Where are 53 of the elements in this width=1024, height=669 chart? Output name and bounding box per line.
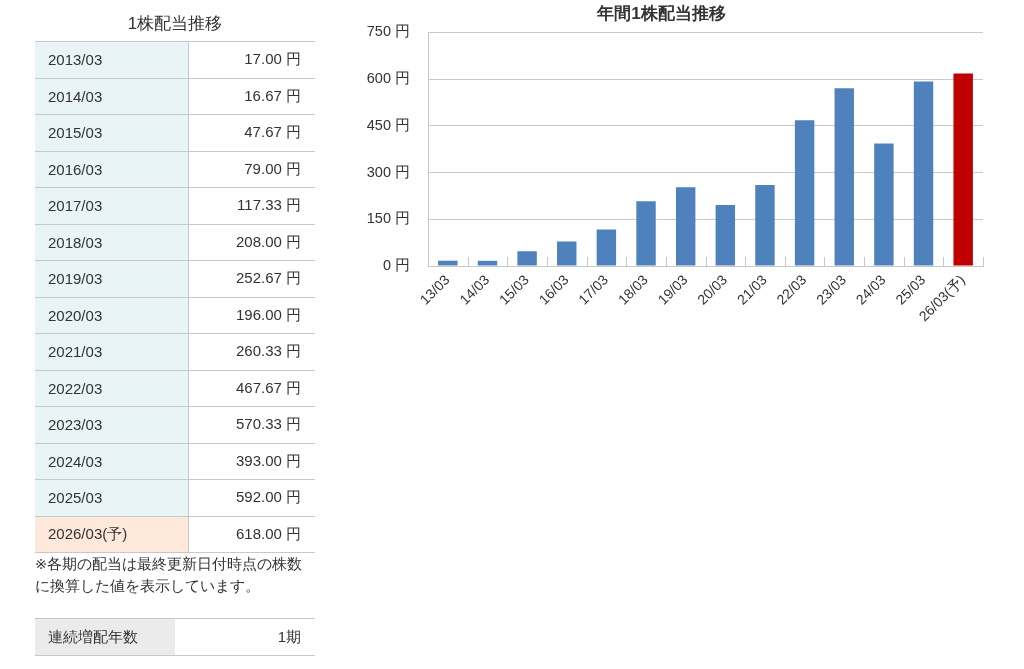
text: 1期: [277, 627, 301, 647]
text: 連続増配年数: [48, 627, 138, 647]
text: 260.33 円: [235, 342, 301, 362]
bar: [517, 251, 537, 266]
chart-title: 年間1株配当推移: [596, 3, 726, 23]
bar: [675, 187, 696, 266]
text: 2026/03(予): [48, 524, 128, 544]
bar: [834, 88, 854, 266]
y-tick-label: 750 円: [366, 23, 410, 40]
text: 252.67 円: [235, 269, 301, 289]
bar: [874, 143, 894, 266]
text: 2013/03: [48, 51, 103, 69]
text: 2025/03: [48, 489, 103, 507]
y-tick-label: 300 円: [366, 163, 410, 180]
y-tick-label: 0 円: [382, 257, 410, 273]
bar: [953, 73, 973, 266]
text: 2018/03: [48, 233, 103, 251]
text: ※各期の配当は最終更新日付時点の株数に換算した値を表示しています。: [35, 556, 303, 594]
bar: [636, 201, 656, 266]
y-tick-label: 450 円: [366, 116, 410, 133]
text: 196.00 円: [235, 305, 301, 325]
text: 2014/03: [48, 87, 103, 105]
text: 117.33 円: [237, 196, 301, 216]
text: 570.33 円: [235, 415, 301, 435]
text: 618.00 円: [235, 524, 301, 544]
bar: [715, 204, 736, 266]
text: 1株配当推移: [127, 14, 223, 33]
text: 2019/03: [48, 270, 103, 288]
bar: [438, 260, 458, 266]
text: 17.00 円: [244, 50, 301, 70]
y-tick-label: 600 円: [366, 70, 410, 87]
bar: [755, 184, 775, 266]
text: 2016/03: [48, 160, 103, 178]
text: 2024/03: [48, 452, 103, 470]
bar: [596, 229, 617, 266]
text: 47.67 円: [244, 123, 301, 143]
text: 393.00 円: [235, 451, 301, 471]
text: 2017/03: [48, 197, 103, 215]
text: 2020/03: [48, 306, 103, 324]
text: 592.00 円: [235, 488, 301, 508]
bar: [794, 120, 815, 266]
text: 208.00 円: [235, 232, 301, 252]
y-tick-label: 150 円: [366, 210, 410, 227]
bar: [477, 260, 498, 266]
text: 467.67 円: [235, 378, 301, 398]
text: 2023/03: [48, 416, 103, 434]
text: 2021/03: [48, 343, 103, 361]
text: 2022/03: [48, 379, 103, 397]
bar: [557, 241, 577, 266]
bar: [913, 81, 934, 266]
text: 2015/03: [48, 124, 103, 142]
text: 79.00 円: [244, 159, 301, 179]
text: 16.67 円: [244, 86, 301, 106]
